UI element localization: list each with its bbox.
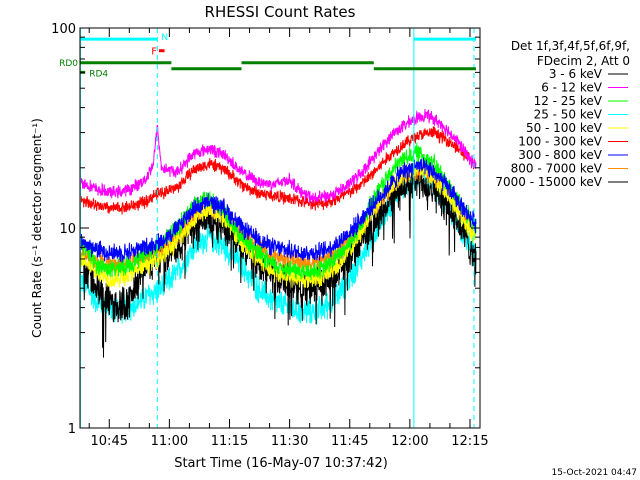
legend-entry-label: 25 - 50 keV [534, 108, 603, 122]
x-tick-label: 11:30 [271, 434, 308, 449]
legend-entry-label: 3 - 6 keV [549, 67, 603, 81]
legend-entry-label: 12 - 25 keV [534, 94, 603, 108]
flag-label-rd0: RD0 [59, 59, 78, 69]
x-axis-label: Start Time (16-May-07 10:37:42) [174, 456, 388, 471]
plot-area [79, 28, 477, 428]
axes: 10:45 11:00 11:15 11:30 11:45 12:00 12:15 1 10 10… [51, 22, 489, 449]
legend-entry-label: 300 - 800 keV [518, 148, 602, 162]
series-line-100-300-kev [80, 126, 477, 215]
chart-title: RHESSI Count Rates [205, 3, 356, 21]
y-axis-label: Count Rate (s⁻¹ detector segment⁻¹) [30, 118, 44, 338]
status-flags: N RD0 RD4 F [59, 33, 476, 79]
y-tick-label: 10 [59, 222, 76, 237]
footer-timestamp: 15-Oct-2021 04:47 [552, 468, 637, 478]
legend-header-line: FDecim 2, Att 0 [537, 54, 630, 68]
flag-label-rd4: RD4 [89, 69, 108, 79]
x-tick-label: 11:00 [151, 434, 188, 449]
legend-entry-label: 800 - 7000 keV [511, 162, 603, 176]
legend-entry-label: 50 - 100 keV [526, 121, 603, 135]
x-tick-label: 11:15 [211, 434, 248, 449]
flag-label-attenuator: N [161, 33, 168, 43]
x-tick-label: 12:00 [391, 434, 428, 449]
legend-entry-label: 6 - 12 keV [541, 81, 603, 95]
plot-frame [79, 27, 481, 429]
legend: Det 1f,3f,4f,5f,6f,9f,FDecim 2, Att 03 -… [495, 39, 630, 189]
y-tick-label: 100 [51, 22, 76, 37]
series-line-300-800-kev [80, 157, 477, 263]
legend-entry-label: 100 - 300 keV [518, 135, 602, 149]
series-line-12-25-kev [80, 142, 477, 281]
x-tick-label: 10:45 [91, 434, 128, 449]
x-tick-label: 11:45 [331, 434, 368, 449]
legend-header-line: Det 1f,3f,4f,5f,6f,9f, [511, 39, 630, 53]
legend-entry-label: 7000 - 15000 keV [495, 175, 602, 189]
series-line-6-12-kev [80, 108, 477, 204]
y-tick-label: 1 [68, 422, 76, 437]
flag-label-f: F [151, 47, 157, 58]
x-tick-label: 12:15 [451, 434, 488, 449]
